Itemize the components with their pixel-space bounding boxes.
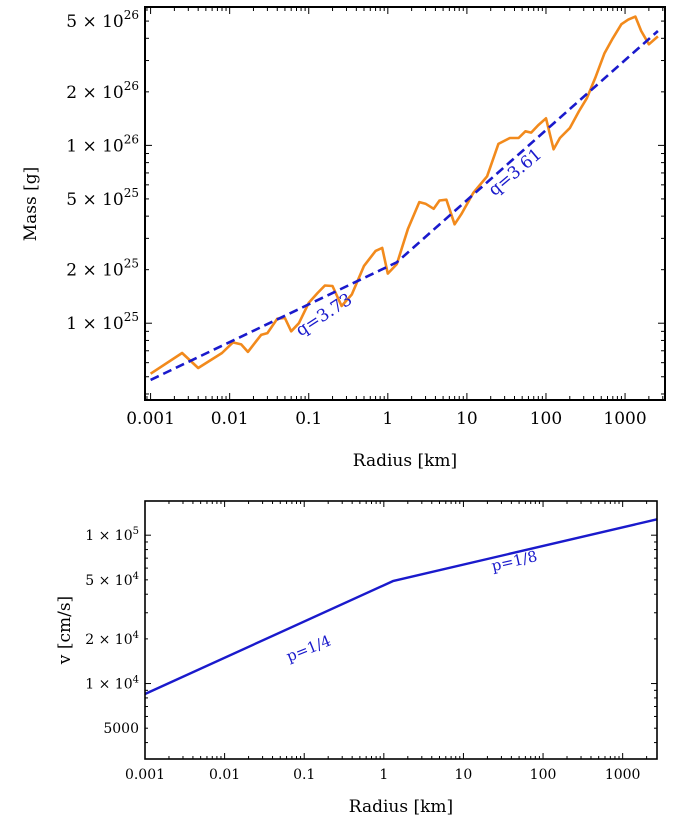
bottom-y-tick-labels: 5000 1 × 104 2 × 104 5 × 104 1 × 105 bbox=[85, 526, 139, 737]
y-tick-label: 2 × 1025 bbox=[66, 257, 139, 281]
x-tick-label: 10 bbox=[455, 767, 473, 783]
slope-annotation: p=1/8 bbox=[490, 547, 539, 575]
mass-radius-plot: 0.001 0.01 0.1 1 10 100 1000 1 × 1025 2 × 1025 5… bbox=[21, 6, 666, 471]
top-x-axis-title: Radius [km] bbox=[353, 451, 457, 471]
x-tick-label: 0.01 bbox=[211, 409, 249, 429]
x-tick-label: 10 bbox=[456, 409, 478, 429]
y-tick-label: 5 × 1025 bbox=[66, 186, 139, 210]
x-tick-label: 0.001 bbox=[126, 409, 175, 429]
top-plot-frame bbox=[144, 6, 666, 401]
bottom-x-tick-labels: 0.001 0.01 0.1 1 10 100 1000 bbox=[125, 767, 641, 783]
y-tick-label: 5000 bbox=[103, 721, 139, 737]
y-tick-label: 1 × 1026 bbox=[66, 132, 139, 156]
x-tick-label: 0.1 bbox=[295, 409, 322, 429]
data-series-line bbox=[144, 518, 658, 696]
y-tick-label: 2 × 1026 bbox=[66, 79, 139, 103]
y-tick-label: 2 × 104 bbox=[85, 630, 139, 648]
top-plot-series bbox=[149, 15, 659, 382]
bottom-plot-series bbox=[144, 518, 658, 696]
top-plot-ticks bbox=[145, 7, 665, 400]
top-y-tick-labels: 1 × 1025 2 × 1025 5 × 1025 1 × 1026 2 × 1026… bbox=[66, 8, 139, 334]
velocity-radius-plot: 0.001 0.01 0.1 1 10 100 1000 5000 1 × 104 2 × 10… bbox=[55, 500, 658, 817]
x-tick-label: 100 bbox=[530, 767, 557, 783]
bottom-plot-annotations: p=1/4 p=1/8 bbox=[284, 547, 539, 666]
x-tick-label: 0.001 bbox=[125, 767, 165, 783]
y-tick-label: 5 × 1026 bbox=[66, 8, 139, 32]
x-tick-label: 1000 bbox=[605, 767, 641, 783]
x-tick-label: 1 bbox=[379, 767, 388, 783]
top-y-axis-title: Mass [g] bbox=[21, 167, 41, 242]
bottom-y-axis-title: v [cm/s] bbox=[55, 596, 75, 665]
bottom-x-axis-title: Radius [km] bbox=[349, 797, 453, 817]
power-law-fit-line bbox=[150, 30, 659, 382]
x-tick-label: 100 bbox=[530, 409, 562, 429]
x-tick-label: 0.1 bbox=[293, 767, 315, 783]
x-tick-label: 1 bbox=[382, 409, 393, 429]
x-tick-label: 1000 bbox=[603, 409, 646, 429]
y-tick-label: 1 × 104 bbox=[85, 675, 139, 693]
bottom-plot-ticks bbox=[144, 501, 657, 759]
x-tick-label: 0.01 bbox=[209, 767, 240, 783]
data-series-line bbox=[149, 15, 659, 375]
y-tick-label: 5 × 104 bbox=[85, 571, 139, 589]
y-tick-label: 1 × 105 bbox=[85, 526, 139, 544]
bottom-plot-frame bbox=[144, 500, 658, 760]
slope-annotation: p=1/4 bbox=[284, 632, 334, 666]
top-x-tick-labels: 0.001 0.01 0.1 1 10 100 1000 bbox=[126, 409, 646, 429]
y-tick-label: 1 × 1025 bbox=[66, 310, 139, 334]
